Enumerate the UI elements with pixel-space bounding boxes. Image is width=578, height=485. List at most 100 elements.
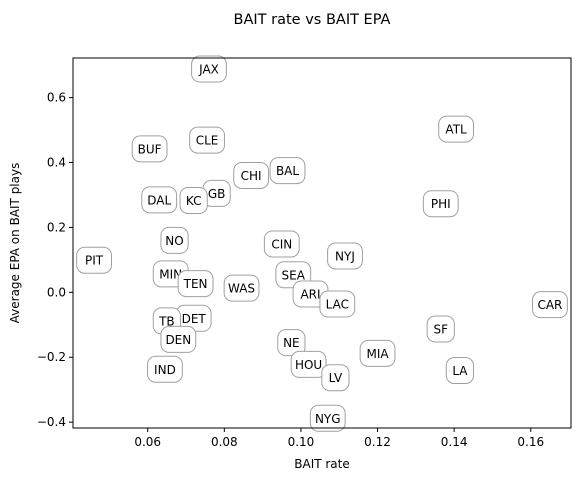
label-box <box>141 186 178 214</box>
team-label: CAR <box>537 298 562 312</box>
label-box <box>327 242 363 270</box>
team-label: HOU <box>295 358 322 372</box>
label-box <box>223 274 260 302</box>
data-point-buf: BUF <box>131 135 168 163</box>
team-label: NYG <box>315 412 341 426</box>
label-box <box>263 230 300 258</box>
y-tick-label: 0.0 <box>47 285 66 299</box>
label-box <box>438 115 474 143</box>
y-tick-label: −0.4 <box>37 415 66 429</box>
data-point-ne: NE <box>277 329 306 357</box>
x-axis-label: BAIT rate <box>294 457 350 471</box>
data-point-pit: PIT <box>76 246 112 274</box>
data-point-lv: LV <box>321 364 350 392</box>
label-box <box>321 364 350 392</box>
y-tick-label: 0.6 <box>47 91 66 105</box>
team-label: BAL <box>276 164 299 178</box>
team-label: ARI <box>300 287 320 301</box>
y-tick-label: 0.2 <box>47 220 66 234</box>
label-box <box>309 404 346 432</box>
team-label: SEA <box>282 268 306 282</box>
label-box <box>445 357 475 385</box>
team-label: NO <box>165 234 183 248</box>
data-point-nyj: NYJ <box>327 242 363 270</box>
team-label: IND <box>154 363 176 377</box>
label-box <box>189 126 225 154</box>
y-axis: −0.4 −0.2 0.0 0.2 0.4 0.6 <box>37 91 73 429</box>
data-point-lac: LAC <box>319 290 356 318</box>
y-tick-label: −0.2 <box>37 350 66 364</box>
x-axis: 0.06 0.08 0.10 0.12 0.14 0.16 <box>134 428 544 449</box>
label-box <box>532 291 568 319</box>
data-point-cle: CLE <box>189 126 225 154</box>
plot-frame <box>72 57 572 429</box>
data-point-no: NO <box>160 226 189 254</box>
x-tick-label: 0.14 <box>441 435 468 449</box>
data-point-hou: HOU <box>290 350 327 378</box>
label-box <box>179 186 208 214</box>
label-box <box>76 246 112 274</box>
label-box <box>269 157 306 185</box>
x-tick-label: 0.16 <box>517 435 544 449</box>
label-box <box>160 226 189 254</box>
team-label: PIT <box>85 254 104 268</box>
data-point-ind: IND <box>147 355 183 383</box>
label-box <box>233 161 270 189</box>
data-point-chi: CHI <box>233 161 270 189</box>
team-label: LV <box>329 371 343 385</box>
x-tick-label: 0.12 <box>364 435 391 449</box>
team-label: ATL <box>445 123 467 137</box>
team-label: LAC <box>326 298 349 312</box>
team-label: CLE <box>196 134 219 148</box>
label-box <box>277 329 306 357</box>
data-point-was: WAS <box>223 274 260 302</box>
data-point-ten: TEN <box>177 270 214 298</box>
data-point-mia: MIA <box>359 339 396 367</box>
team-label: CHI <box>241 169 262 183</box>
team-label: DEN <box>165 333 191 347</box>
label-box <box>160 325 197 353</box>
x-tick-label: 0.10 <box>288 435 315 449</box>
data-point-kc: KC <box>179 186 208 214</box>
team-label: MIN <box>159 267 182 281</box>
data-point-jax: JAX <box>191 55 227 83</box>
label-box <box>290 350 327 378</box>
label-box <box>147 355 183 383</box>
team-label: NYJ <box>335 249 355 263</box>
team-label: CIN <box>271 237 292 251</box>
team-label: TEN <box>183 277 208 291</box>
team-label: TB <box>158 314 175 328</box>
data-point-cin: CIN <box>263 230 300 258</box>
data-point-gb: GB <box>202 179 231 207</box>
chart-title: BAIT rate vs BAIT EPA <box>234 12 391 28</box>
data-point-nyg: NYG <box>309 404 346 432</box>
y-tick-label: 0.4 <box>47 156 66 170</box>
data-point-atl: ATL <box>438 115 474 143</box>
plot-area: JAX ATL CLE BUF BAL CHI GB DAL KC PHI NO CIN NYJ PIT M… <box>76 55 568 432</box>
team-label: DET <box>182 312 207 326</box>
team-label: SF <box>433 323 448 337</box>
data-point-phi: PHI <box>422 190 459 218</box>
data-point-sf: SF <box>426 315 455 343</box>
team-label: DAL <box>147 193 171 207</box>
label-box <box>191 55 227 83</box>
data-point-car: CAR <box>532 291 568 319</box>
team-label: LA <box>452 364 468 378</box>
team-label: NE <box>283 336 300 350</box>
team-label: BUF <box>138 142 162 156</box>
label-box <box>359 339 396 367</box>
team-label: PHI <box>431 197 451 211</box>
data-point-bal: BAL <box>269 157 306 185</box>
team-label: JAX <box>198 63 219 77</box>
team-label: MIA <box>366 347 389 361</box>
data-point-dal: DAL <box>141 186 178 214</box>
team-label: GB <box>208 187 226 201</box>
team-label: WAS <box>228 282 255 296</box>
y-axis-label: Average EPA on BAIT plays <box>8 163 22 324</box>
label-box <box>426 315 455 343</box>
label-box <box>131 135 168 163</box>
data-point-den: DEN <box>160 325 197 353</box>
x-tick-label: 0.06 <box>134 435 161 449</box>
